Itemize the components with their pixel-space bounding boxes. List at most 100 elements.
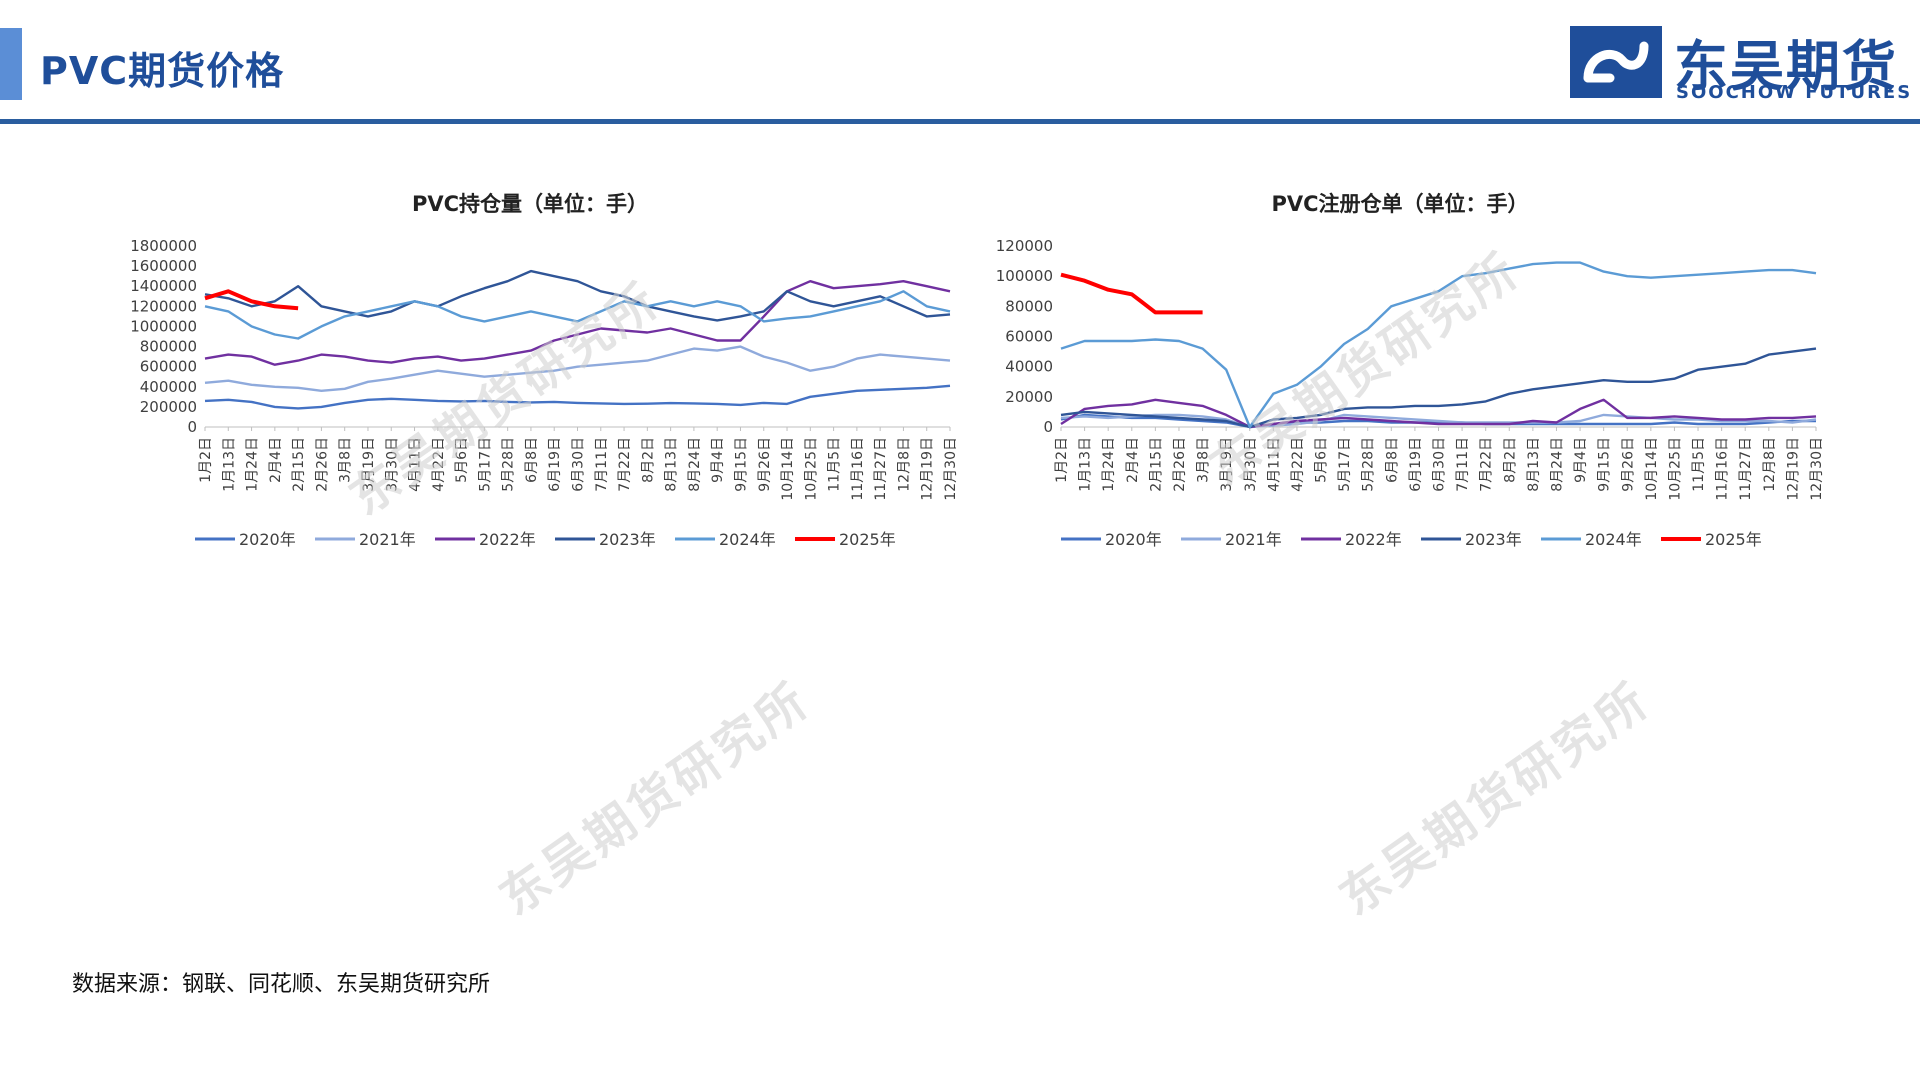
watermark: 东吴期货研究所 (1329, 671, 1661, 927)
x-tick-label: 10月14日 (1644, 437, 1660, 501)
watermark: 东吴期货研究所 (489, 671, 821, 927)
x-tick-label: 8月13日 (1526, 437, 1542, 492)
x-tick-label: 5月17日 (1337, 437, 1353, 492)
y-tick-label: 100000 (996, 267, 1053, 285)
x-tick-label: 4月11日 (1266, 437, 1282, 492)
x-tick-label: 3月19日 (1219, 437, 1235, 492)
series-line-2021年 (1060, 413, 1817, 429)
x-tick-label: 6月30日 (571, 437, 587, 492)
x-tick-label: 1月13日 (1078, 437, 1094, 492)
x-tick-label: 7月11日 (594, 437, 610, 492)
series-line-2024年 (204, 290, 951, 340)
series-line-2021年 (204, 345, 951, 393)
x-tick-label: 12月19日 (920, 437, 936, 501)
series-line-2020年 (204, 384, 951, 410)
x-tick-label: 2月4日 (268, 437, 284, 483)
x-tick-label: 2月15日 (291, 437, 307, 492)
x-tick-label: 10月25日 (803, 437, 819, 501)
y-tick-label: 200000 (140, 398, 197, 416)
x-tick-label: 9月4日 (1573, 437, 1589, 483)
x-tick-label: 2月4日 (1125, 437, 1141, 483)
x-tick-label: 8月2日 (640, 437, 656, 483)
x-tick-label: 4月22日 (431, 437, 447, 492)
y-tick-label: 600000 (140, 358, 197, 376)
series-line-2025年 (1060, 272, 1203, 315)
logo-mark-icon (1570, 26, 1662, 98)
page-title: PVC期货价格 (40, 49, 285, 93)
x-tick-label: 6月8日 (524, 437, 540, 483)
y-tick-label: 800000 (140, 338, 197, 356)
x-tick-label: 5月28日 (501, 437, 517, 492)
x-tick-label: 5月17日 (477, 437, 493, 492)
legend-label: 2024年 (719, 530, 776, 549)
x-tick-label: 2月15日 (1148, 437, 1164, 492)
logo-chinese-text: 东吴期货 (1674, 35, 1898, 98)
x-tick-label: 11月27日 (1738, 437, 1754, 501)
x-tick-label: 5月6日 (1314, 437, 1330, 483)
x-tick-label: 3月30日 (384, 437, 400, 492)
y-tick-label: 60000 (1005, 328, 1053, 346)
y-tick-label: 1000000 (130, 317, 197, 335)
legend-label: 2020年 (239, 530, 296, 549)
x-tick-label: 1月24日 (245, 437, 261, 492)
x-tick-label: 1月24日 (1101, 437, 1117, 492)
legend-label: 2022年 (479, 530, 536, 549)
series-line-2025年 (204, 289, 299, 311)
y-tick-label: 0 (187, 418, 197, 436)
x-tick-label: 7月11日 (1455, 437, 1471, 492)
x-tick-label: 12月30日 (1809, 437, 1825, 501)
x-tick-label: 1月2日 (1054, 437, 1070, 483)
legend-label: 2020年 (1105, 530, 1162, 549)
y-tick-label: 0 (1043, 418, 1053, 436)
x-tick-label: 1月2日 (198, 437, 214, 483)
x-tick-label: 8月24日 (687, 437, 703, 492)
y-tick-label: 400000 (140, 378, 197, 396)
y-tick-label: 20000 (1005, 388, 1053, 406)
chart-title-warehouse-receipts: PVC注册仓单（单位：手） (1271, 192, 1529, 216)
series-line-2024年 (1060, 261, 1817, 429)
x-tick-label: 5月6日 (454, 437, 470, 483)
x-tick-label: 6月8日 (1384, 437, 1400, 483)
x-tick-label: 9月15日 (733, 437, 749, 492)
x-tick-label: 6月19日 (1408, 437, 1424, 492)
x-tick-label: 11月16日 (1715, 437, 1731, 501)
x-tick-label: 9月26日 (757, 437, 773, 492)
x-tick-label: 3月30日 (1243, 437, 1259, 492)
y-tick-label: 80000 (1005, 297, 1053, 315)
x-tick-label: 12月30日 (943, 437, 959, 501)
series-line-2020年 (1060, 413, 1816, 429)
legend-label: 2022年 (1345, 530, 1402, 549)
series-line-2023年 (204, 269, 951, 322)
x-tick-label: 7月22日 (617, 437, 633, 492)
x-tick-label: 7月22日 (1479, 437, 1495, 492)
x-tick-label: 2月26日 (314, 437, 330, 492)
logo-english-text: SOOCHOW FUTURES (1676, 82, 1913, 103)
x-tick-label: 8月24日 (1549, 437, 1565, 492)
x-tick-label: 10月14日 (780, 437, 796, 501)
legend-label: 2025年 (1705, 530, 1762, 549)
legend-label: 2023年 (599, 530, 656, 549)
y-tick-label: 40000 (1005, 358, 1053, 376)
x-tick-label: 3月19日 (361, 437, 377, 492)
x-tick-label: 3月8日 (1196, 437, 1212, 483)
x-tick-label: 3月8日 (338, 437, 354, 483)
y-tick-label: 1400000 (130, 277, 197, 295)
legend-label: 2024年 (1585, 530, 1642, 549)
x-tick-label: 6月19日 (547, 437, 563, 492)
x-tick-label: 12月8日 (896, 437, 912, 492)
x-tick-label: 10月25日 (1667, 437, 1683, 501)
x-tick-label: 5月28日 (1361, 437, 1377, 492)
x-tick-label: 8月2日 (1502, 437, 1518, 483)
x-tick-label: 2月26日 (1172, 437, 1188, 492)
legend-label: 2021年 (1225, 530, 1282, 549)
x-tick-label: 11月16日 (850, 437, 866, 501)
x-tick-label: 8月13日 (664, 437, 680, 492)
x-tick-label: 12月8日 (1762, 437, 1778, 492)
x-tick-label: 4月11日 (408, 437, 424, 492)
legend-label: 2023年 (1465, 530, 1522, 549)
y-tick-label: 1600000 (130, 257, 197, 275)
chart-open-interest: 1800000 1600000 1400000 1200000 1000000 80000… (130, 237, 959, 549)
x-tick-label: 9月26日 (1620, 437, 1636, 492)
header-divider (0, 119, 1920, 124)
